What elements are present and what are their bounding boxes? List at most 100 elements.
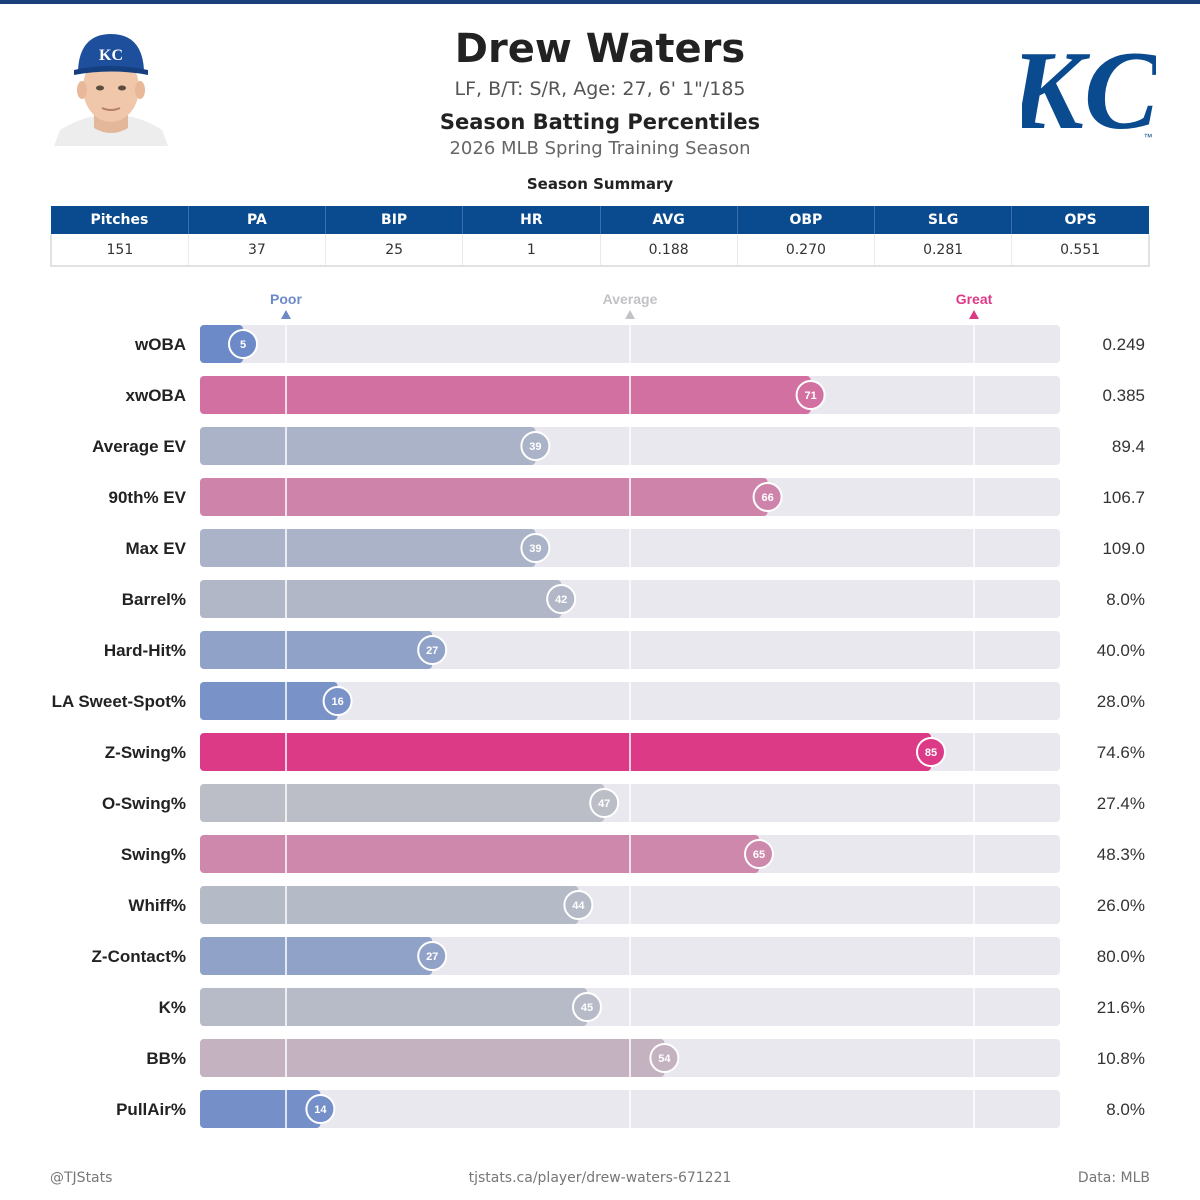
stat-label: Barrel% (122, 590, 186, 609)
percentile-bar (200, 733, 931, 771)
percentile-bar (200, 1090, 321, 1128)
percentile-badge (752, 482, 783, 512)
stat-value: 80.0% (1097, 947, 1145, 966)
stat-value: 0.249 (1102, 335, 1145, 354)
stat-value: 0.385 (1102, 386, 1145, 405)
percentile-bar (200, 835, 759, 873)
team-logo: KC ™ (1022, 29, 1156, 146)
stat-value: 10.8% (1097, 1049, 1145, 1068)
percentile-badge (546, 584, 577, 614)
summary-header-cell: SLG (874, 206, 1013, 234)
season-label: 2026 MLB Spring Training Season (449, 138, 751, 159)
percentile-badge (417, 941, 448, 971)
summary-value-cell: 37 (188, 234, 327, 267)
stat-value: 8.0% (1106, 1100, 1145, 1119)
svg-text:KC: KC (1022, 29, 1156, 146)
percentile-value: 44 (572, 900, 585, 912)
stat-value: 21.6% (1097, 998, 1145, 1017)
summary-value-cell: 0.188 (600, 234, 738, 267)
stat-value: 26.0% (1097, 896, 1145, 915)
summary-value-cell: 25 (325, 234, 464, 267)
stat-value: 28.0% (1097, 692, 1145, 711)
chart-title: Season Batting Percentiles (439, 110, 761, 134)
percentile-value: 85 (925, 747, 937, 759)
percentile-bar (200, 478, 768, 516)
summary-header-cell: PA (188, 206, 327, 234)
footer-credit: @TJStats (50, 1170, 113, 1186)
percentile-badge (572, 992, 602, 1022)
summary-header-cell: HR (462, 206, 601, 234)
top-rule (0, 0, 1200, 4)
percentile-badge (520, 431, 551, 461)
percentile-value: 39 (529, 543, 541, 555)
stat-label: Z-Contact% (92, 947, 186, 966)
marker-label-average: Average (603, 291, 658, 307)
percentile-bar (200, 682, 338, 720)
percentile-value: 16 (331, 696, 343, 708)
summary-title: Season Summary (526, 175, 674, 193)
summary-value-cell: 1 (462, 234, 601, 267)
percentile-bar (200, 580, 562, 618)
player-headshot: KC (50, 24, 172, 146)
summary-header-cell: AVG (600, 206, 738, 234)
cap-logo: KC (99, 47, 123, 64)
player-name: Drew Waters (454, 26, 746, 72)
percentile-value: 54 (658, 1053, 671, 1065)
percentile-value: 14 (314, 1104, 327, 1116)
stat-value: 8.0% (1106, 590, 1145, 609)
marker-triangle (281, 310, 291, 319)
stat-label: K% (159, 998, 186, 1017)
percentile-bar (200, 1039, 665, 1077)
summary-value-cell: 0.551 (1011, 234, 1151, 267)
svg-text:™: ™ (1144, 132, 1153, 142)
stat-value: 106.7 (1102, 488, 1145, 507)
summary-value-cell: 0.270 (737, 234, 876, 267)
percentile-value: 39 (529, 441, 541, 453)
stat-label: 90th% EV (109, 488, 187, 507)
percentile-bar (200, 988, 587, 1026)
percentile-bar (200, 886, 579, 924)
percentile-value: 65 (753, 849, 765, 861)
player-bio: LF, B/T: S/R, Age: 27, 6' 1"/185 (454, 78, 746, 100)
stat-label: O-Swing% (102, 794, 186, 813)
percentile-badge (795, 380, 826, 410)
percentile-value: 27 (426, 951, 438, 963)
summary-value-cell: 0.281 (874, 234, 1013, 267)
summary-header-row: Pitches PA BIP HR AVG OBP SLG OPS (51, 206, 1149, 234)
marker-triangle (969, 310, 979, 319)
percentile-badge (228, 329, 258, 359)
percentile-value: 27 (426, 645, 438, 657)
percentile-bar (200, 784, 605, 822)
stat-label: PullAir% (116, 1100, 186, 1119)
footer-link: tjstats.ca/player/drew-waters-671221 (468, 1170, 732, 1186)
stat-value: 74.6% (1097, 743, 1145, 762)
stat-label: wOBA (134, 335, 186, 354)
percentile-badge (649, 1043, 680, 1073)
marker-triangle (625, 310, 635, 319)
percentile-badge (563, 890, 594, 920)
percentile-value: 5 (240, 339, 246, 351)
stat-value: 48.3% (1097, 845, 1145, 864)
stat-label: Max EV (126, 539, 187, 558)
stat-label: Hard-Hit% (104, 641, 186, 660)
percentile-value: 66 (761, 492, 773, 504)
summary-value-row: 151 37 25 1 0.188 0.270 0.281 0.551 (49, 234, 1151, 267)
summary-header-cell: Pitches (51, 206, 189, 234)
stat-label: Z-Swing% (105, 743, 186, 762)
marker-label-poor: Poor (270, 291, 302, 307)
percentile-badge (322, 686, 353, 716)
percentile-badge (417, 635, 448, 665)
summary-header-cell: OPS (1011, 206, 1149, 234)
percentile-badge (305, 1094, 336, 1124)
percentile-bar (200, 376, 811, 414)
summary-value-cell: 151 (49, 234, 189, 267)
stat-label: Whiff% (128, 896, 186, 915)
percentile-bar (200, 529, 536, 567)
stat-value: 109.0 (1102, 539, 1145, 558)
percentile-chart: Poor Average Great wOBA 5 0.249 xwOBA 71 0.385 Av… (52, 291, 1145, 1128)
percentile-bar (200, 937, 433, 975)
percentile-badge (744, 839, 774, 869)
stat-label: xwOBA (126, 386, 186, 405)
season-summary-table: Pitches PA BIP HR AVG OBP SLG OPS 151 37… (49, 206, 1151, 267)
percentile-bar (200, 427, 536, 465)
